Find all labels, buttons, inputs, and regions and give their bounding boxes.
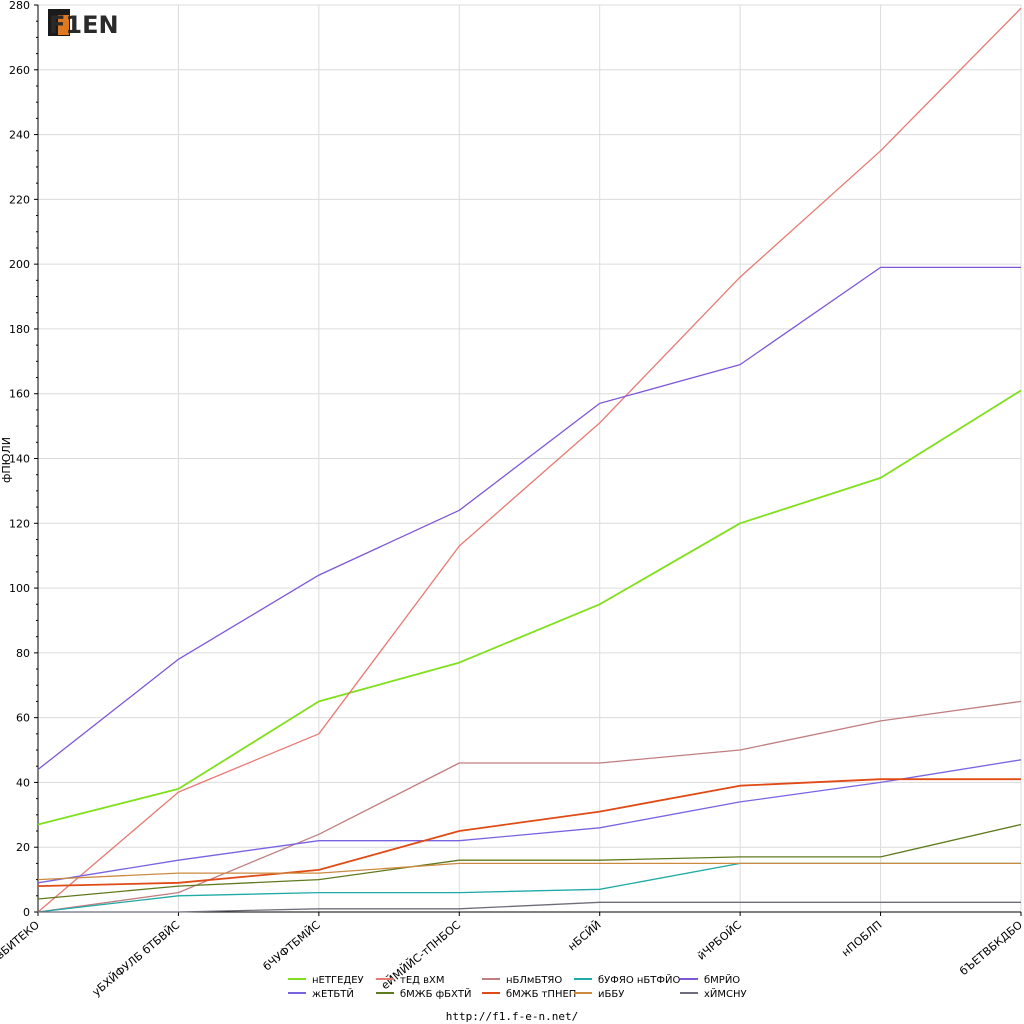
legend-label: бМЖБ тПНЕП [506,989,576,1000]
chart-series [37,7,1022,913]
y-tick-label: 0 [23,906,30,919]
chart-grid [37,4,1022,913]
y-tick-label: 140 [9,453,30,466]
y-tick-label: 20 [16,841,30,854]
x-tick-label: йЧРБОЙС [695,918,745,963]
y-tick-label: 180 [9,323,30,336]
y-tick-label: 40 [16,776,30,789]
legend-label: нЕТГЕДЕУ [312,975,364,986]
legend-label: нБЛмБТЯО [506,975,562,986]
series-line [37,266,1021,771]
series-line [37,389,1022,826]
y-tick-label: 120 [9,517,30,530]
legend-label: жЕТБТЙ [312,987,354,1000]
legend-label: хЙМСНУ [704,987,747,1000]
legend-label: бМРЙО [704,973,740,986]
footer-url[interactable]: http://f1.f-e-n.net/ [446,1010,578,1023]
y-axis-title: фПЮЛИ [0,437,13,483]
series-line [37,823,1022,900]
x-tick-label: уБХЙФУЛБ бТБВЙС [90,918,183,999]
y-tick-label: 220 [9,193,30,206]
series-line [37,778,1021,887]
series-line [37,862,1021,913]
x-tick-label: нБСЙЙ [565,918,603,953]
y-tick-label: 260 [9,64,30,77]
y-tick-label: 100 [9,582,30,595]
legend-label: бУФЯО нБТФЙО [598,973,680,986]
y-tick-label: 280 [9,0,30,12]
y-tick-label: 160 [9,388,30,401]
x-tick-label: нПОБЛП [839,918,884,959]
y-tick-label: 200 [9,258,30,271]
x-tick-label: вБИТЕКО [0,918,42,962]
y-tick-label: 80 [16,647,30,660]
chart-legend: нЕТГЕДЕУ тЕД вХМ нБЛмБТЯО бУФЯО нБТФЙО бМРЙО… [288,973,747,1000]
logo: F1EN [48,9,119,39]
series-line [37,7,1022,913]
logo-text: F1EN [49,11,119,39]
y-axis-tick-labels: 0 20 40 60 80 100 120 140 160 180 200 220 240 260 280 [9,0,30,919]
x-tick-label: бЪЕТВБКДБО [957,918,1024,978]
legend-label: бМЖБ фБХТЙ [400,987,471,1000]
x-tick-label: бЧУФТБМЙС [261,918,323,973]
series-line [37,862,1021,881]
series-line [37,700,1022,913]
y-tick-label: 240 [9,129,30,142]
legend-label: иББУ [598,989,624,1000]
series-line [37,759,1022,884]
series-line [38,901,1021,913]
x-axis-tick-labels: вБИТЕКО уБХЙФУЛБ бТБВЙС бЧУФТБМЙС еЙМЙЙС-тП… [0,918,1024,999]
y-tick-label: 60 [16,712,30,725]
legend-label: тЕД вХМ [400,975,445,986]
